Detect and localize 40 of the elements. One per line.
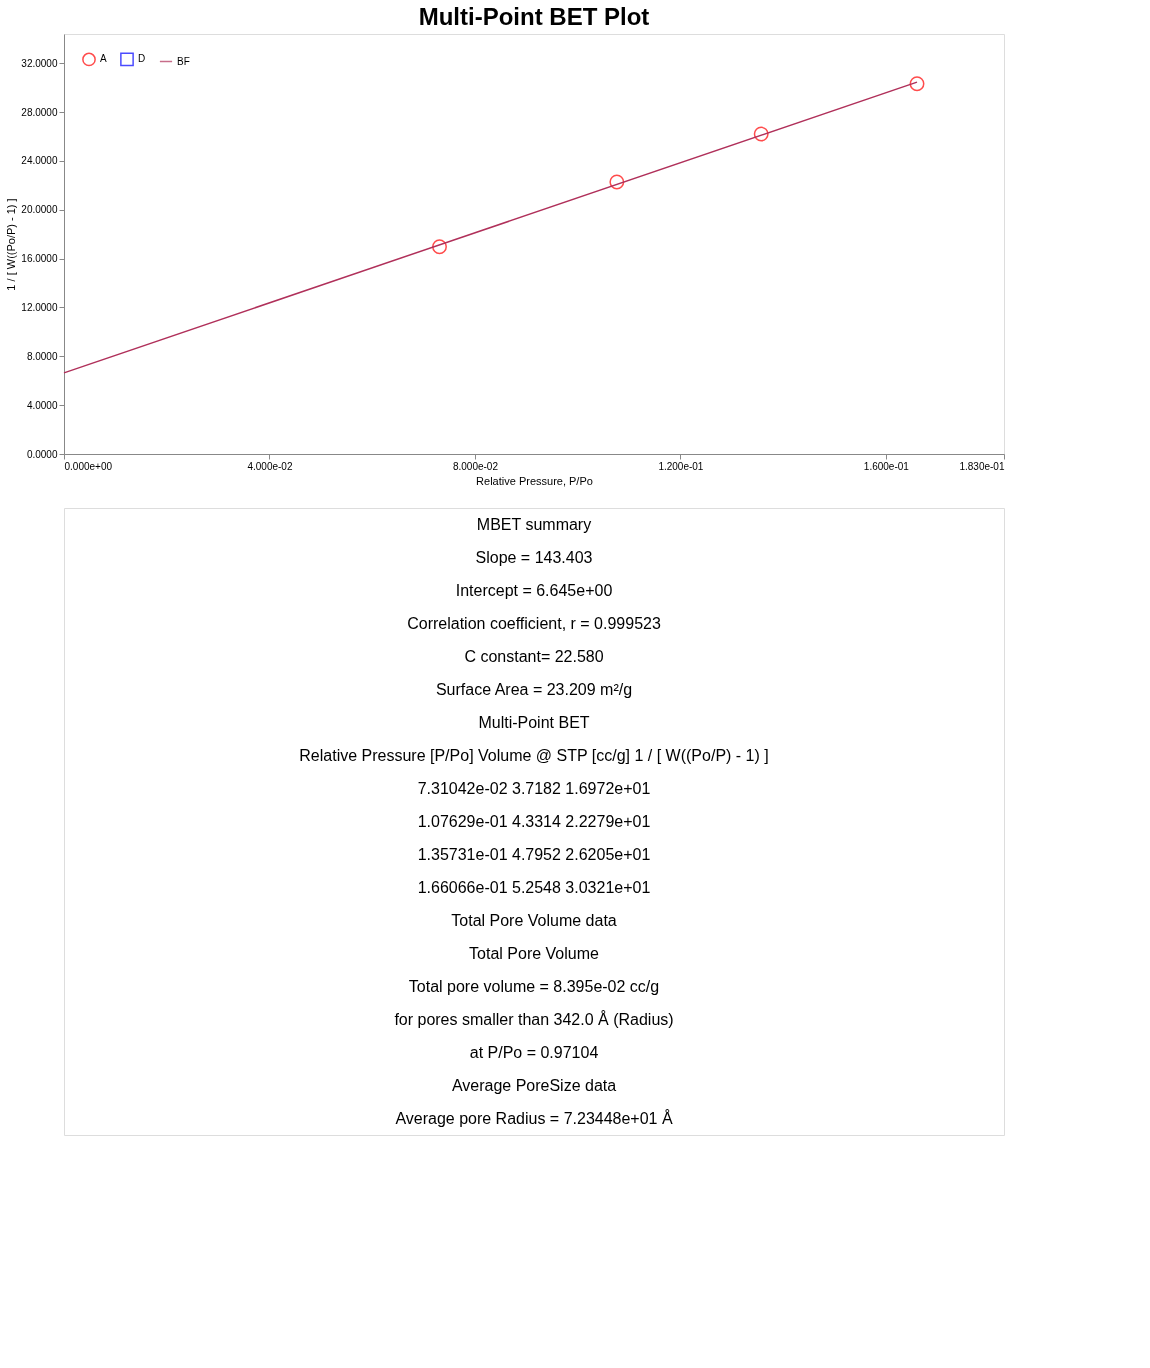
- text: Surface Area = 23.209 m²/g: [435, 680, 633, 698]
- y-axis-title: 1 / [ W((Po/P) - 1) ]: [5, 198, 18, 291]
- y-tick-label: 16.0000: [21, 253, 58, 265]
- text: C constant= 22.580: [464, 647, 604, 665]
- text: 1.66066e-01 5.2548 3.0321e+01: [417, 878, 651, 896]
- text: Relative Pressure [P/Po] Volume @ STP [cc/g] 1 / [ W((Po/P) - 1) ]: [299, 746, 769, 764]
- x-tick-label: 1.600e-01: [863, 460, 910, 472]
- x-tick-label: 1.830e-01: [959, 460, 1005, 472]
- y-tick-label: 32.0000: [21, 57, 58, 69]
- text: Average pore Radius = 7.23448e+01 Å: [395, 1108, 673, 1127]
- y-tick-label: 24.0000: [21, 155, 58, 167]
- text: MBET summary: [476, 515, 592, 533]
- legend-label: D: [138, 53, 146, 65]
- legend-label: BF: [177, 55, 190, 67]
- legend-label: A: [100, 53, 107, 65]
- text: Total Pore Volume: [469, 944, 600, 962]
- text: 1.35731e-01 4.7952 2.6205e+01: [417, 845, 651, 863]
- x-tick-label: 0.000e+00: [64, 460, 113, 472]
- text: Correlation coefficient, r = 0.999523: [407, 614, 661, 632]
- y-tick-label: 12.0000: [21, 301, 58, 313]
- text: Slope = 143.403: [475, 548, 593, 566]
- text: 7.31042e-02 3.7182 1.6972e+01: [417, 779, 651, 797]
- y-tick-label: 4.0000: [26, 399, 58, 411]
- text: 1.07629e-01 4.3314 2.2279e+01: [417, 812, 651, 830]
- y-tick-label: 8.0000: [26, 350, 58, 362]
- text: Average PoreSize data: [451, 1076, 617, 1094]
- x-tick-label: 4.000e-02: [247, 460, 293, 472]
- x-tick-label: 1.200e-01: [658, 460, 704, 472]
- text: Multi-Point BET: [478, 713, 590, 731]
- x-tick-label: 8.000e-02: [452, 460, 499, 472]
- text: for pores smaller than 342.0 Å (Radius): [394, 1009, 674, 1028]
- text: Total Pore Volume data: [451, 911, 617, 929]
- y-tick-label: 0.0000: [26, 448, 58, 460]
- text: Total pore volume = 8.395e-02 cc/g: [408, 977, 660, 995]
- y-tick-label: 20.0000: [21, 204, 58, 216]
- chart-title: Multi-Point BET Plot: [418, 3, 650, 30]
- x-axis-title: Relative Pressure, P/Po: [476, 474, 593, 487]
- text: at P/Po = 0.97104: [469, 1043, 599, 1061]
- text: Intercept = 6.645e+00: [455, 581, 613, 599]
- y-tick-label: 28.0000: [21, 106, 58, 118]
